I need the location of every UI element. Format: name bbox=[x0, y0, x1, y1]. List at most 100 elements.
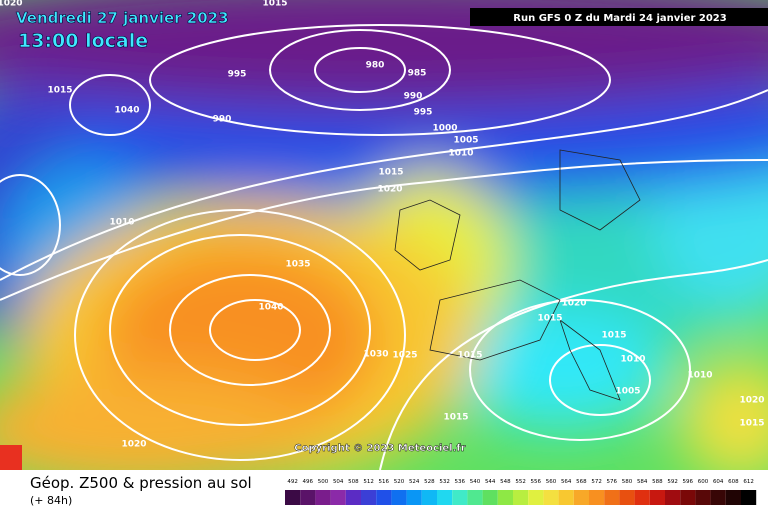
color-swatch bbox=[452, 490, 468, 505]
isobar-label: 1040 bbox=[114, 106, 139, 116]
isobar-label: 1010 bbox=[448, 149, 473, 159]
isobar-label: 990 bbox=[404, 92, 423, 102]
color-swatch bbox=[741, 490, 757, 505]
scale-label: 540 bbox=[470, 479, 481, 485]
color-swatch bbox=[482, 490, 498, 505]
isobar-label: 1010 bbox=[109, 218, 134, 228]
color-swatch bbox=[649, 490, 665, 505]
scale-label: 576 bbox=[607, 479, 618, 485]
run-info: Run GFS 0 Z du Mardi 24 janvier 2023 bbox=[513, 13, 726, 24]
forecast-date: Vendredi 27 janvier 2023 bbox=[16, 9, 229, 27]
color-swatch bbox=[725, 490, 741, 505]
color-swatch bbox=[619, 490, 635, 505]
scale-label: 596 bbox=[683, 479, 694, 485]
scale-label: 508 bbox=[348, 479, 359, 485]
scale-label: 604 bbox=[713, 479, 724, 485]
isobar-labels: 1015 995 980 985 990 995 990 1000 1005 1010 1040 10… bbox=[0, 0, 765, 450]
color-swatch bbox=[300, 490, 316, 505]
scale-label: 496 bbox=[303, 479, 314, 485]
scale-label: 504 bbox=[333, 479, 344, 485]
scale-label: 584 bbox=[637, 479, 648, 485]
color-swatch bbox=[376, 490, 392, 505]
isobar-label: 1015 bbox=[537, 314, 562, 324]
footer-title: Géop. Z500 & pression au sol bbox=[30, 474, 252, 492]
isobar-label: 1015 bbox=[47, 86, 72, 96]
color-swatch bbox=[573, 490, 589, 505]
color-swatch bbox=[634, 490, 650, 505]
isobar-label: 1005 bbox=[453, 136, 478, 146]
color-swatch bbox=[315, 490, 331, 505]
color-swatch bbox=[604, 490, 620, 505]
color-swatch bbox=[695, 490, 711, 505]
scale-label: 592 bbox=[667, 479, 678, 485]
color-swatch bbox=[665, 490, 681, 505]
isobar-label: 1000 bbox=[432, 124, 457, 134]
scale-label: 528 bbox=[424, 479, 435, 485]
scale-label: 492 bbox=[287, 479, 298, 485]
color-swatch bbox=[528, 490, 544, 505]
isobar-label: 985 bbox=[408, 69, 427, 79]
isobar-label: 1015 bbox=[457, 351, 482, 361]
scale-label: 524 bbox=[409, 479, 420, 485]
scale-label: 580 bbox=[622, 479, 633, 485]
color-swatch bbox=[710, 490, 726, 505]
color-swatch bbox=[406, 490, 422, 505]
isobar-label: 1005 bbox=[615, 387, 640, 397]
isobar-label: 1020 bbox=[0, 0, 23, 9]
map: Run GFS 0 Z du Mardi 24 janvier 2023 Ven… bbox=[0, 0, 768, 470]
isobar-label: 1020 bbox=[121, 440, 146, 450]
color-swatch bbox=[285, 490, 301, 505]
color-swatch bbox=[467, 490, 483, 505]
isobar-label: 1015 bbox=[378, 168, 403, 178]
scale-label: 532 bbox=[439, 479, 450, 485]
isobar-label: 1010 bbox=[687, 371, 712, 381]
color-swatch bbox=[589, 490, 605, 505]
scale-label: 612 bbox=[743, 479, 754, 485]
isobar-label: 1010 bbox=[620, 355, 645, 365]
color-swatch bbox=[330, 490, 346, 505]
scale-label: 560 bbox=[546, 479, 557, 485]
isobar-label: 1015 bbox=[739, 419, 764, 429]
color-swatch bbox=[497, 490, 513, 505]
copyright: Copyright © 2023 Meteociel.fr bbox=[294, 443, 465, 454]
isobar-label: 1020 bbox=[377, 185, 402, 195]
isobar-label: 990 bbox=[213, 115, 232, 125]
scale-label: 556 bbox=[531, 479, 542, 485]
scale-label: 520 bbox=[394, 479, 405, 485]
isobar-label: 1020 bbox=[561, 299, 586, 309]
color-scale: 492 496 500 504 508 512 516 520 524 528 532 536 540 5… bbox=[285, 479, 757, 505]
scale-label: 568 bbox=[576, 479, 587, 485]
isobar-label: 1015 bbox=[601, 331, 626, 341]
color-swatch bbox=[543, 490, 559, 505]
scale-label: 548 bbox=[500, 479, 511, 485]
color-swatch bbox=[680, 490, 696, 505]
scale-label: 500 bbox=[318, 479, 329, 485]
scale-label: 544 bbox=[485, 479, 496, 485]
isobar-label: 1030 bbox=[363, 350, 388, 360]
isobar-label: 1015 bbox=[443, 413, 468, 423]
isobar-label: 1040 bbox=[258, 303, 283, 313]
scale-label: 552 bbox=[515, 479, 526, 485]
isobar-label: 1025 bbox=[392, 351, 417, 361]
scale-label: 608 bbox=[728, 479, 739, 485]
isobar-label: 995 bbox=[228, 70, 247, 80]
scale-label: 588 bbox=[652, 479, 663, 485]
isobar-label: 1015 bbox=[262, 0, 287, 9]
scale-label: 516 bbox=[379, 479, 390, 485]
isobars bbox=[0, 24, 768, 470]
scale-label: 564 bbox=[561, 479, 572, 485]
color-swatch bbox=[437, 490, 453, 505]
isobar-label: 1020 bbox=[739, 396, 764, 406]
isobar-label: 995 bbox=[414, 108, 433, 118]
color-swatch bbox=[513, 490, 529, 505]
scale-label: 512 bbox=[363, 479, 374, 485]
scale-label: 600 bbox=[698, 479, 709, 485]
color-swatch bbox=[345, 490, 361, 505]
scale-label: 572 bbox=[591, 479, 602, 485]
forecast-time: 13:00 locale bbox=[18, 30, 148, 52]
coastlines bbox=[394, 149, 641, 401]
isobar-label: 1035 bbox=[285, 260, 310, 270]
color-swatch bbox=[558, 490, 574, 505]
isobar-label: 980 bbox=[366, 61, 385, 71]
